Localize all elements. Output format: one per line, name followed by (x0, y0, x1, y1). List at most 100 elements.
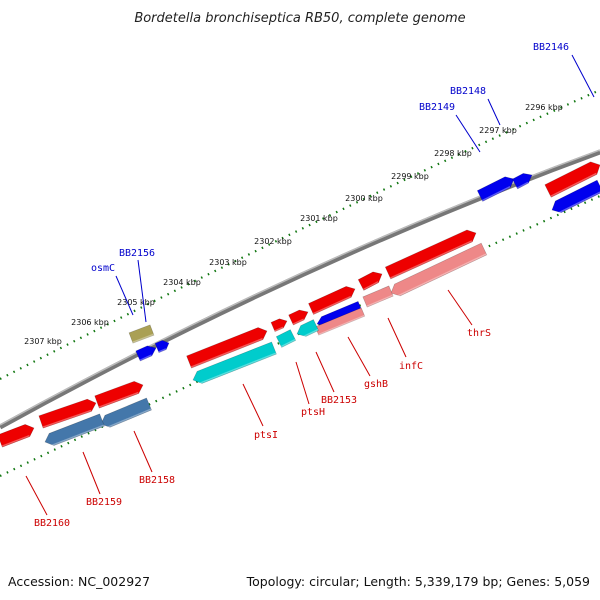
gene-label-reverse[interactable]: gshB (364, 379, 388, 390)
gene-block-red-highlight (292, 318, 304, 325)
gene-block-red-highlight (190, 338, 263, 368)
map-title: Bordetella bronchiseptica RB50, complete… (134, 11, 465, 26)
kbp-label: 2304 kbp (163, 278, 201, 287)
gene-block-blue[interactable] (551, 179, 600, 216)
gene-block-cyan-shape (296, 319, 319, 337)
gene-block-red[interactable] (308, 286, 356, 315)
gene-label-forward[interactable]: BB2146 (533, 42, 569, 53)
kbp-label: 2302 kbp (254, 237, 292, 246)
gene-block-blue[interactable] (476, 176, 515, 202)
gene-block-steel-highlight (102, 408, 152, 430)
gene-label-reverse[interactable]: infC (399, 361, 423, 372)
gene-block-cyan-shape (275, 329, 297, 348)
gene-block-blue-shape (154, 340, 170, 354)
gene-block-olive-highlight (132, 333, 154, 344)
kbp-labels: 2296 kbp 2297 kbp 2298 kbp 2299 kbp 2300 kbp… (24, 103, 563, 346)
leader-line (347, 336, 371, 377)
topology-text: Topology: circular; Length: 5,339,179 bp… (246, 574, 590, 589)
gene-label-reverse[interactable]: BB2160 (34, 518, 70, 529)
gene-block-blue-shape (476, 176, 515, 202)
gene-block-red[interactable] (384, 229, 477, 280)
gene-block-cyan-highlight (194, 352, 277, 386)
gene-block-red[interactable] (544, 161, 600, 198)
leader-line (571, 54, 595, 98)
kbp-label: 2300 kbp (345, 194, 383, 203)
gene-block-pink-shape (390, 242, 488, 297)
kbp-label: 2307 kbp (24, 337, 62, 346)
kbp-label: 2303 kbp (209, 258, 247, 267)
gene-block-blue-highlight (158, 348, 167, 353)
gene-block-cyan-shape (192, 341, 277, 384)
gene-block-blue-shape (551, 179, 600, 214)
gene-block-pink[interactable] (362, 285, 394, 308)
leader-line (82, 451, 101, 495)
gene-block-steel[interactable] (44, 413, 105, 448)
gene-block-red[interactable] (270, 318, 288, 332)
leader-line (133, 430, 153, 473)
gene-label-forward[interactable]: BB2156 (119, 248, 155, 259)
gene-label-reverse[interactable]: BB2153 (321, 395, 357, 406)
gene-label-reverse[interactable]: BB2158 (139, 475, 175, 486)
gene-label-forward[interactable]: osmC (91, 263, 115, 274)
gene-block-blue-highlight (554, 191, 600, 216)
gene-block-red[interactable] (186, 327, 268, 369)
gene-block-red-highlight (312, 295, 352, 315)
kbp-label: 2298 kbp (434, 149, 472, 158)
gene-block-red-highlight (389, 240, 473, 279)
gene-block-red-shape (0, 424, 35, 448)
gene-block-red[interactable] (357, 271, 383, 291)
gene-block-blue-shape (135, 345, 157, 362)
gene-block-red-shape (384, 229, 477, 280)
leader-line (115, 275, 134, 316)
gene-block-red[interactable] (0, 424, 35, 448)
gene-block-red-highlight (363, 281, 379, 291)
inner-scale (0, 194, 600, 477)
gene-block-blue[interactable] (154, 340, 170, 354)
gene-block-steel[interactable] (100, 397, 152, 430)
gene-label-reverse[interactable]: BB2159 (86, 497, 122, 508)
kbp-label: 2296 kbp (525, 103, 563, 112)
kbp-label: 2306 kbp (71, 318, 109, 327)
gene-block-red-highlight (1, 434, 30, 447)
gene-block-red-shape (186, 327, 268, 369)
leader-line (137, 259, 147, 323)
gene-block-blue-highlight (139, 354, 152, 361)
gene-block-red-shape (94, 381, 144, 409)
gene-block-cyan[interactable] (296, 319, 319, 340)
gene-block-blue-highlight (481, 186, 511, 202)
gene-block-blue-highlight (516, 181, 529, 189)
gene-block-red-shape (308, 286, 356, 315)
forward-strand-genes (0, 161, 600, 448)
leader-line (295, 361, 310, 405)
gene-block-red[interactable] (288, 309, 309, 326)
gene-block-pink-highlight (366, 294, 394, 307)
gene-block-red[interactable] (94, 381, 144, 409)
gene-block-blue[interactable] (135, 345, 157, 362)
gene-block-red[interactable] (38, 398, 97, 429)
gene-block-red-shape (357, 271, 383, 291)
leader-line (447, 289, 473, 326)
gene-label-reverse[interactable]: ptsI (254, 430, 278, 441)
gene-block-red-shape (288, 309, 309, 326)
gene-label-reverse[interactable]: ptsH (301, 407, 325, 418)
gene-block-cyan[interactable] (275, 329, 297, 348)
backbone (0, 149, 600, 430)
leader-line (455, 114, 481, 153)
gene-block-cyan[interactable] (192, 341, 277, 386)
gene-block-pink[interactable] (390, 242, 488, 299)
leader-line (315, 351, 335, 393)
gene-block-red-highlight (550, 172, 597, 197)
kbp-label: 2299 kbp (391, 172, 429, 181)
leader-line (25, 475, 48, 516)
gene-block-steel-shape (44, 413, 105, 446)
gene-label-reverse[interactable]: thrS (467, 328, 491, 339)
backbone-line (0, 149, 600, 430)
gene-block-pink-highlight (393, 253, 487, 299)
gene-label-forward[interactable]: BB2149 (419, 102, 455, 113)
gene-block-olive[interactable] (128, 324, 155, 344)
gene-block-blue[interactable] (512, 173, 533, 190)
gene-block-red-shape (544, 161, 600, 198)
gene-block-cyan-highlight (280, 338, 296, 348)
gene-label-forward[interactable]: BB2148 (450, 86, 486, 97)
